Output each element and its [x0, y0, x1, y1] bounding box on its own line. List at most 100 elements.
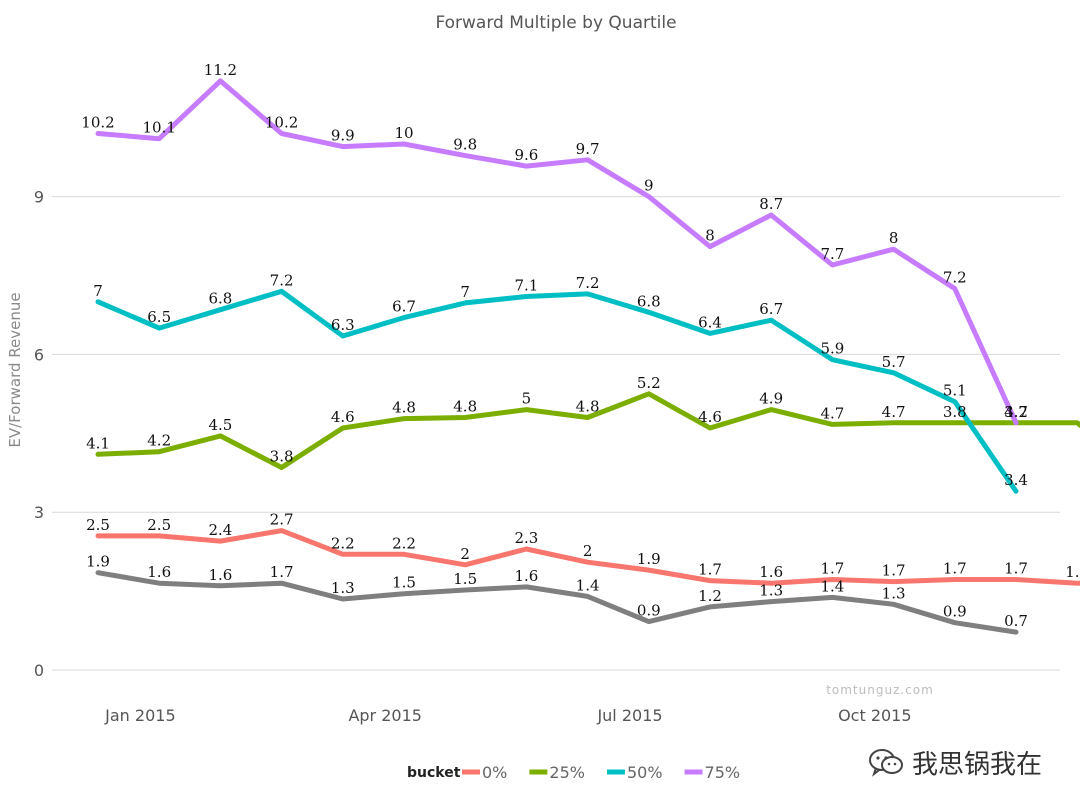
data-label: 4.7 [1004, 403, 1028, 421]
data-label: 9.9 [331, 127, 355, 145]
series-line-unlabeled [95, 570, 1019, 635]
data-label: 8.7 [759, 195, 783, 213]
data-label: 4.1 [86, 434, 110, 452]
data-label: 1.5 [453, 570, 477, 588]
data-label: 6.7 [392, 298, 416, 316]
data-label: 4.7 [820, 404, 844, 422]
data-label: 9.8 [453, 136, 477, 154]
data-label: 1.6 [208, 566, 232, 584]
data-label: 8 [889, 229, 899, 247]
data-label: 4.8 [453, 398, 477, 416]
data-label: 0.9 [637, 602, 661, 620]
data-label: 3.8 [943, 403, 967, 421]
data-labels: 1.91.6 1.6 1.71.3 1.5 1.5 1.61.40.91.2 1.3 1.4 1… [81, 61, 1080, 630]
data-label: 2.4 [208, 521, 232, 539]
chart-title: Forward Multiple by Quartile [435, 13, 676, 33]
data-label: 1.3 [759, 582, 783, 600]
data-label: 1.7 [882, 562, 906, 580]
data-label: 1.6 [147, 563, 171, 581]
data-label: 6.4 [698, 313, 722, 331]
data-label: 4.8 [576, 398, 600, 416]
data-label: 5.2 [637, 374, 661, 392]
series-line-0% [95, 528, 1080, 586]
data-label: 5.9 [820, 340, 844, 358]
data-label: 2.3 [514, 529, 538, 547]
data-label: 10 [394, 124, 413, 142]
series-lines [95, 78, 1080, 635]
series-line-75% [95, 78, 1019, 426]
data-label: 4.6 [331, 408, 355, 426]
data-label: 7.2 [576, 274, 600, 292]
data-label: 1.9 [86, 553, 110, 571]
watermark: tomtunguz.com [826, 683, 934, 697]
data-label: 7 [93, 282, 103, 300]
data-label: 1.6 [514, 567, 538, 585]
data-label: 1.7 [270, 563, 294, 581]
data-label: 4.6 [698, 408, 722, 426]
data-label: 4.2 [147, 432, 171, 450]
data-label: 7.7 [820, 245, 844, 263]
data-label: 4.7 [882, 403, 906, 421]
data-label: 5.1 [943, 382, 967, 400]
grid [52, 196, 1060, 671]
data-label: 9.6 [514, 146, 538, 164]
data-label: 6.7 [759, 300, 783, 318]
data-label: 1.6 [759, 563, 783, 581]
data-label: 1.7 [943, 560, 967, 578]
data-label: 2.5 [86, 516, 110, 534]
legend-label: 25% [549, 763, 585, 782]
data-label: 6.3 [331, 316, 355, 334]
data-label: 1.6 [1065, 563, 1080, 581]
y-tick-label: 9 [34, 188, 44, 207]
data-label: 2.5 [147, 516, 171, 534]
data-label: 2 [583, 542, 593, 560]
data-label: 9 [644, 177, 654, 195]
x-tick-label: Jan 2015 [104, 706, 175, 725]
wechat-account-name: 我思锅我在 [912, 750, 1043, 780]
series-line-50% [95, 288, 1019, 494]
y-tick-label: 3 [34, 503, 44, 522]
x-tick-label: Jul 2015 [596, 706, 662, 725]
data-label: 2.2 [331, 534, 355, 552]
data-label: 2.2 [392, 534, 416, 552]
x-tick-label: Apr 2015 [348, 706, 421, 725]
legend: bucket 0% 25% 50% 75% [407, 763, 740, 782]
series-line-25% [95, 391, 1080, 470]
data-label: 11.2 [204, 61, 237, 79]
data-label: 7 [460, 283, 470, 301]
legend-label: 75% [705, 763, 741, 782]
data-label: 4.5 [208, 416, 232, 434]
data-label: 10.2 [265, 113, 298, 131]
data-label: 7.2 [943, 269, 967, 287]
data-label: 6.5 [147, 308, 171, 326]
data-label: 1.4 [576, 576, 600, 594]
data-label: 4.8 [392, 399, 416, 417]
x-tick-label: Oct 2015 [838, 706, 911, 725]
data-label: 1.9 [637, 550, 661, 568]
y-axis-ticks: 0 3 6 9 [34, 188, 44, 680]
legend-title: bucket [407, 765, 461, 781]
wechat-icon [869, 748, 903, 777]
data-label: 3.2 [1004, 403, 1028, 421]
data-label: 1.2 [698, 587, 722, 605]
data-label: 5 [522, 390, 532, 408]
data-label: 8 [705, 227, 715, 245]
data-label: 6.8 [637, 292, 661, 310]
data-label: 5.7 [882, 353, 906, 371]
data-label: 1.4 [820, 577, 844, 595]
data-label: 1.7 [820, 560, 844, 578]
data-label: 9.7 [576, 140, 600, 158]
data-label: 2 [460, 545, 470, 563]
data-label: 4.9 [759, 390, 783, 408]
data-label: 2.7 [270, 511, 294, 529]
data-label: 10.1 [142, 119, 175, 137]
data-label: 10.2 [81, 113, 114, 131]
legend-label: 50% [627, 763, 663, 782]
data-label: 7.1 [514, 277, 538, 295]
data-label: 3.4 [1004, 471, 1028, 489]
y-tick-label: 0 [34, 661, 44, 680]
data-label: 7.2 [270, 271, 294, 289]
data-label: 1.3 [882, 584, 906, 602]
